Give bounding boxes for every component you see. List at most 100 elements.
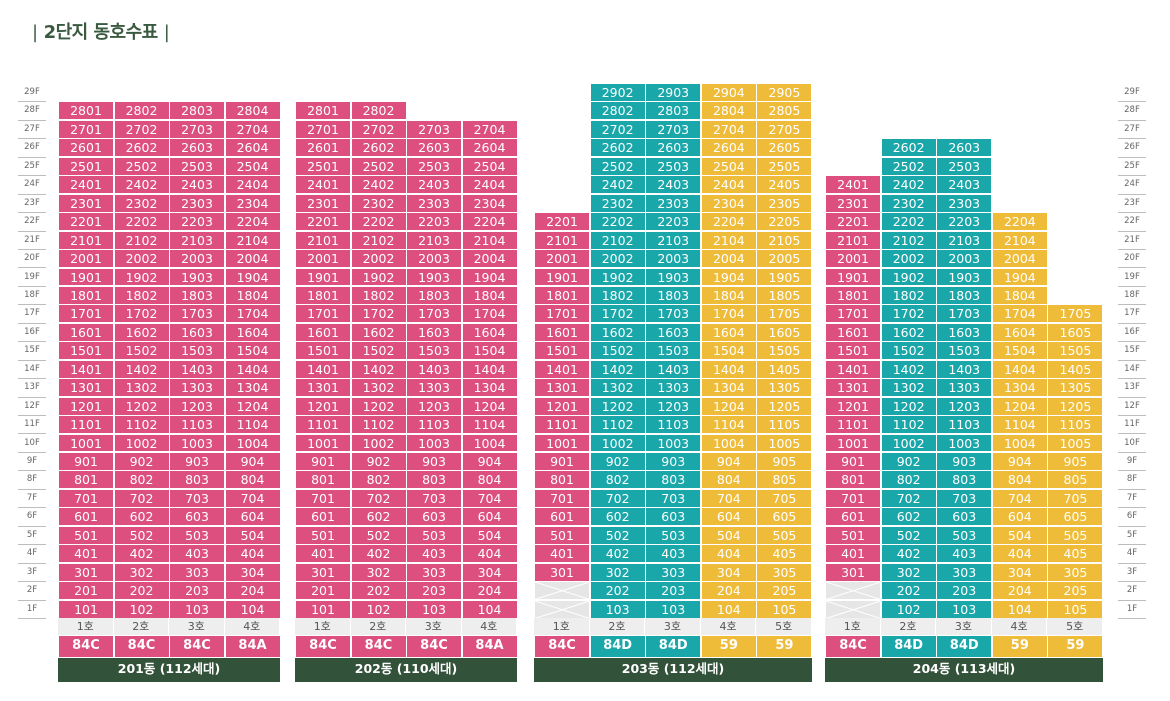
unit-cell[interactable]: 1201 [58, 396, 114, 416]
unit-cell[interactable]: 1102 [880, 415, 937, 435]
unit-cell[interactable]: 403 [936, 544, 993, 564]
unit-cell[interactable]: 2202 [880, 212, 937, 232]
unit-cell[interactable]: 2104 [461, 230, 518, 250]
unit-cell[interactable]: 1505 [1047, 341, 1104, 361]
unit-cell[interactable]: 2601 [295, 138, 351, 158]
unit-cell[interactable]: 1704 [224, 304, 281, 324]
unit-cell[interactable]: 2003 [406, 249, 462, 268]
unit-cell[interactable]: 2801 [295, 101, 351, 121]
unit-cell[interactable]: 2304 [224, 193, 281, 213]
unit-cell[interactable]: 1005 [756, 433, 813, 453]
unit-cell[interactable]: 2204 [991, 212, 1048, 232]
unit-cell[interactable]: 705 [1047, 488, 1104, 508]
unit-cell[interactable]: 2001 [58, 249, 114, 268]
unit-cell[interactable]: 2004 [700, 249, 757, 268]
unit-cell[interactable]: 2101 [58, 230, 114, 250]
unit-cell[interactable]: 605 [756, 507, 813, 527]
unit-cell[interactable]: 2201 [58, 212, 114, 232]
unit-cell[interactable]: 2201 [534, 212, 591, 232]
unit-cell[interactable]: 2002 [113, 249, 170, 268]
unit-cell[interactable]: 2301 [58, 193, 114, 213]
unit-cell[interactable]: 1803 [169, 285, 225, 305]
unit-cell[interactable]: 603 [645, 507, 702, 527]
unit-cell[interactable]: 202 [589, 581, 646, 601]
unit-cell[interactable]: 1904 [991, 267, 1048, 287]
unit-cell[interactable]: 1601 [295, 322, 351, 342]
unit-cell[interactable]: 505 [1047, 525, 1104, 545]
unit-cell[interactable]: 1603 [406, 322, 462, 342]
unit-cell[interactable]: 1402 [113, 359, 170, 379]
unit-cell[interactable]: 2804 [700, 101, 757, 121]
unit-cell[interactable]: 2602 [880, 138, 937, 158]
unit-cell[interactable]: 2404 [461, 175, 518, 195]
unit-cell[interactable]: 1502 [880, 341, 937, 361]
unit-cell[interactable]: 2103 [936, 230, 993, 250]
unit-cell[interactable]: 902 [589, 452, 646, 471]
unit-cell[interactable]: 401 [58, 544, 114, 564]
unit-cell[interactable]: 2004 [224, 249, 281, 268]
unit-cell[interactable]: 1801 [825, 285, 882, 305]
unit-cell[interactable]: 1802 [880, 285, 937, 305]
unit-cell[interactable]: 2404 [700, 175, 757, 195]
unit-cell[interactable]: 1401 [825, 359, 882, 379]
unit-cell[interactable]: 105 [1047, 599, 1104, 619]
unit-cell[interactable]: 2204 [224, 212, 281, 232]
unit-cell[interactable]: 304 [700, 562, 757, 582]
unit-cell[interactable]: 301 [58, 562, 114, 582]
unit-cell[interactable]: 302 [113, 562, 170, 582]
unit-cell[interactable]: 1503 [645, 341, 702, 361]
unit-cell[interactable]: 1604 [700, 322, 757, 342]
unit-cell[interactable]: 703 [645, 488, 702, 508]
unit-cell[interactable]: 2002 [880, 249, 937, 268]
unit-cell[interactable]: 2602 [589, 138, 646, 158]
unit-cell[interactable]: 2502 [113, 156, 170, 176]
unit-cell[interactable]: 505 [756, 525, 813, 545]
unit-cell[interactable]: 1403 [169, 359, 225, 379]
unit-cell[interactable]: 203 [406, 581, 462, 601]
unit-cell[interactable]: 1701 [58, 304, 114, 324]
unit-cell[interactable]: 2303 [169, 193, 225, 213]
unit-cell[interactable]: 2705 [756, 119, 813, 139]
unit-cell[interactable]: 503 [645, 525, 702, 545]
unit-cell[interactable]: 502 [350, 525, 407, 545]
unit-cell[interactable]: 604 [461, 507, 518, 527]
unit-cell[interactable]: 1203 [169, 396, 225, 416]
unit-cell[interactable]: 602 [880, 507, 937, 527]
unit-cell[interactable]: 1701 [825, 304, 882, 324]
unit-cell[interactable]: 2202 [113, 212, 170, 232]
unit-cell[interactable]: 2502 [350, 156, 407, 176]
unit-cell[interactable]: 203 [645, 581, 702, 601]
unit-cell[interactable]: 402 [350, 544, 407, 564]
unit-cell[interactable]: 2304 [700, 193, 757, 213]
unit-cell[interactable]: 501 [825, 525, 882, 545]
unit-cell[interactable]: 2703 [406, 119, 462, 139]
unit-cell[interactable]: 504 [461, 525, 518, 545]
unit-cell[interactable]: 1101 [295, 415, 351, 435]
unit-cell[interactable]: 2104 [224, 230, 281, 250]
unit-cell[interactable]: 1504 [461, 341, 518, 361]
unit-cell[interactable]: 204 [224, 581, 281, 601]
unit-cell[interactable]: 1003 [169, 433, 225, 453]
unit-cell[interactable]: 601 [825, 507, 882, 527]
unit-cell[interactable]: 2302 [880, 193, 937, 213]
unit-cell[interactable]: 2605 [756, 138, 813, 158]
unit-cell[interactable]: 905 [756, 452, 813, 471]
unit-cell[interactable]: 403 [645, 544, 702, 564]
unit-cell[interactable]: 2003 [645, 249, 702, 268]
unit-cell[interactable]: 1603 [936, 322, 993, 342]
unit-cell[interactable]: 1004 [224, 433, 281, 453]
unit-cell[interactable]: 2101 [295, 230, 351, 250]
unit-cell[interactable]: 705 [756, 488, 813, 508]
unit-cell[interactable]: 401 [534, 544, 591, 564]
unit-cell[interactable]: 1304 [461, 378, 518, 398]
unit-cell[interactable]: 301 [825, 562, 882, 582]
unit-cell[interactable]: 105 [756, 599, 813, 619]
unit-cell[interactable]: 2402 [350, 175, 407, 195]
unit-cell[interactable]: 801 [295, 470, 351, 490]
unit-cell[interactable]: 1704 [991, 304, 1048, 324]
unit-cell[interactable]: 1901 [825, 267, 882, 287]
unit-cell[interactable]: 1302 [350, 378, 407, 398]
unit-cell[interactable]: 1103 [406, 415, 462, 435]
unit-cell[interactable]: 1404 [461, 359, 518, 379]
unit-cell[interactable]: 504 [991, 525, 1048, 545]
